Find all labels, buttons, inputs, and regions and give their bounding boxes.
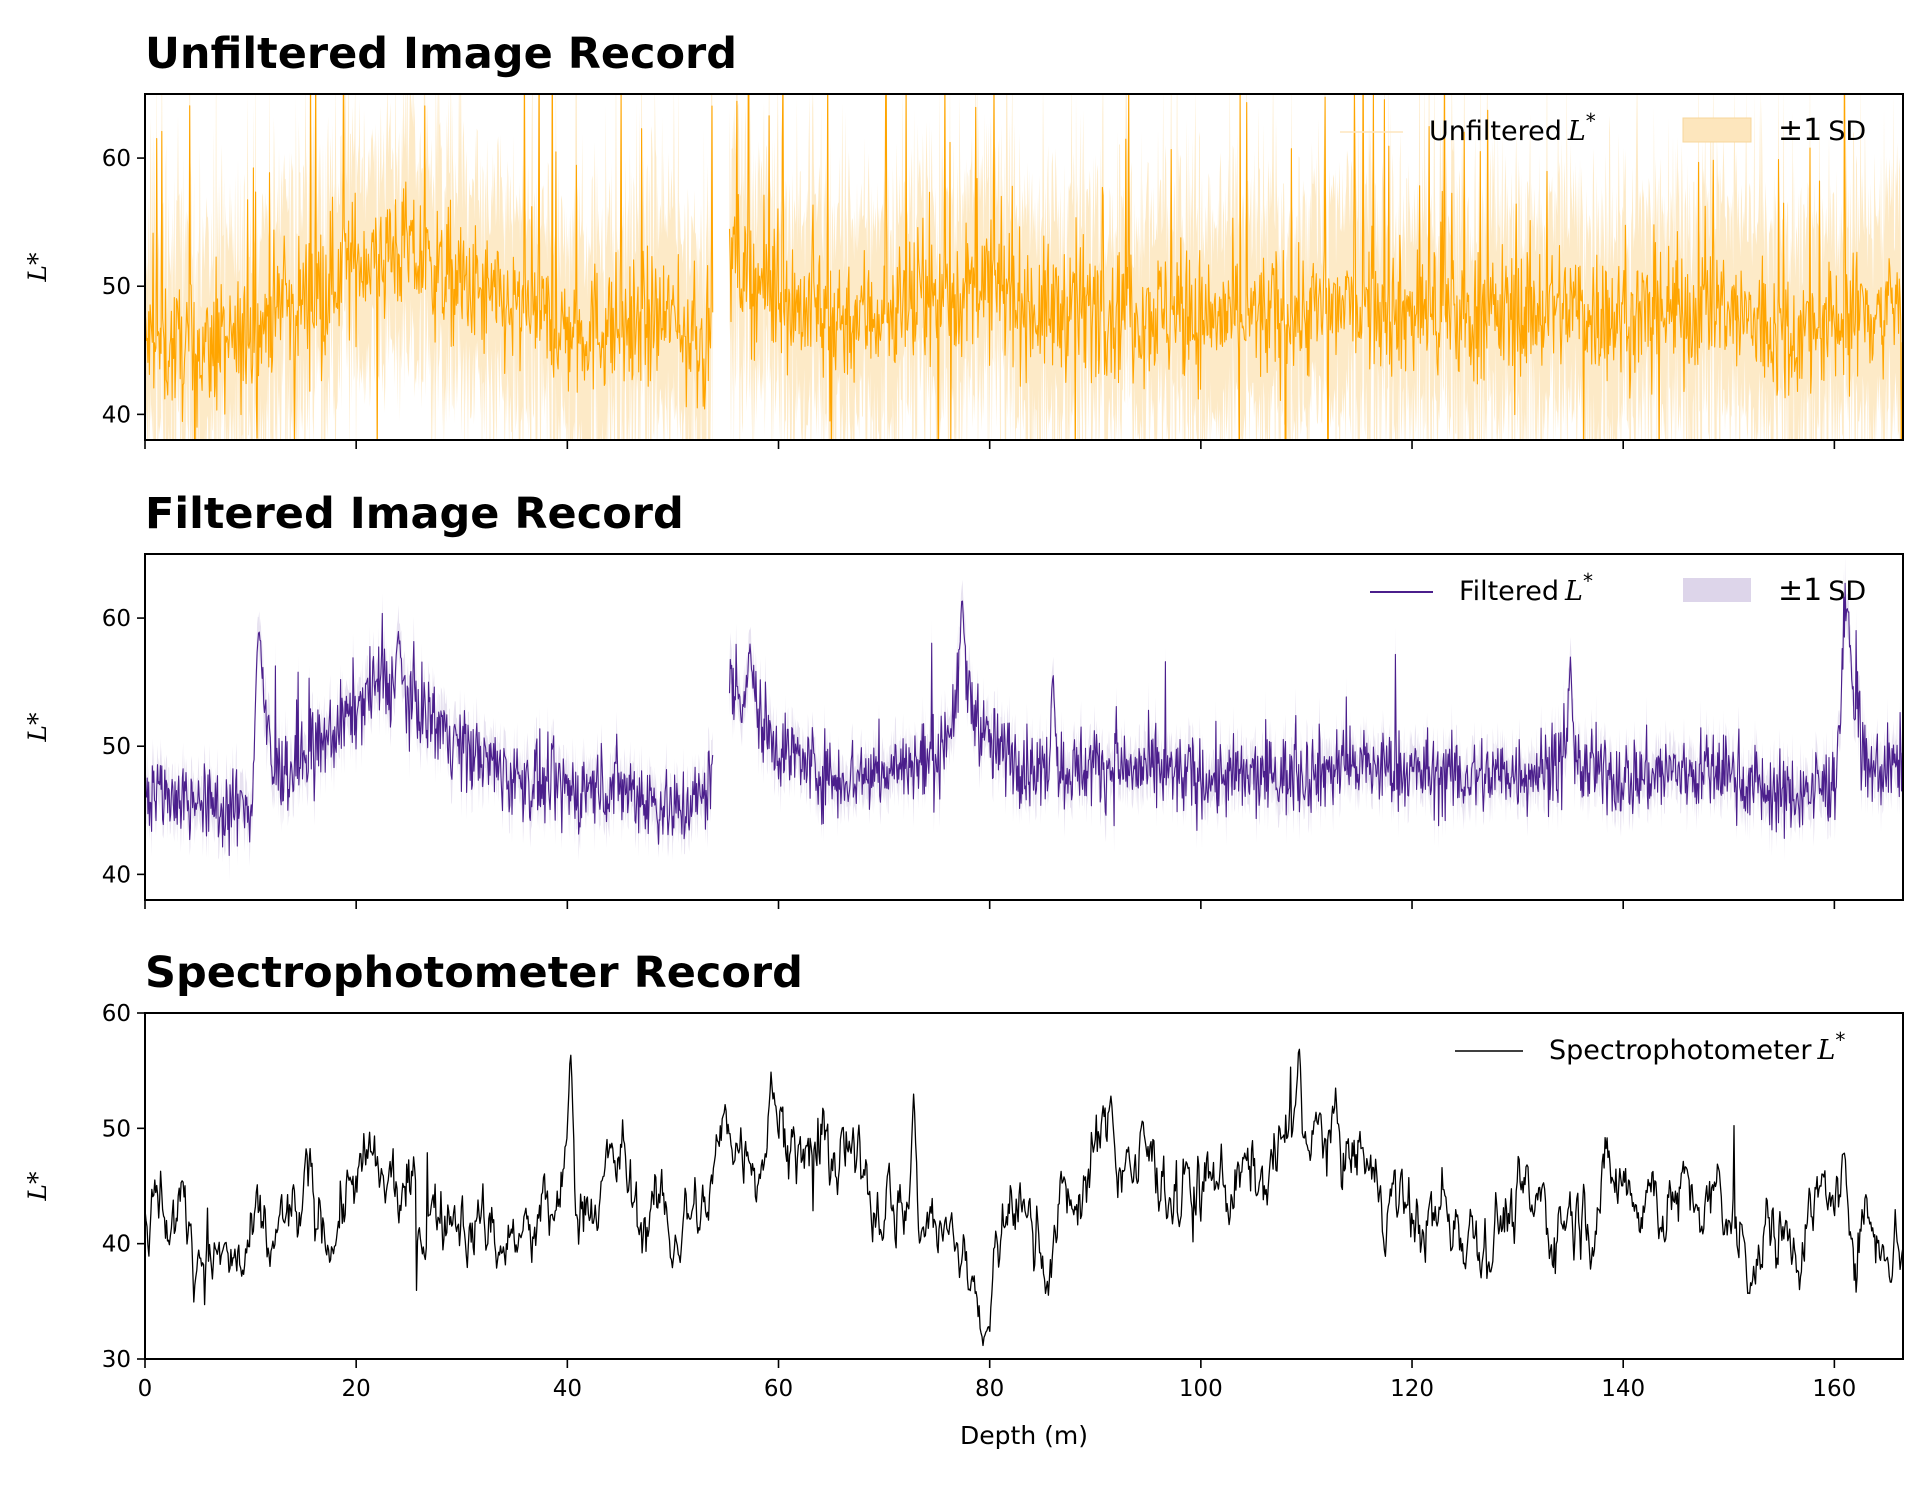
sd-band xyxy=(729,94,1903,440)
panel-2: Filtered Image Record 40 50 60 L* Filtered L* ±… xyxy=(23,489,1904,909)
axes-frame xyxy=(144,1012,1904,1360)
x-tick-label: 100 xyxy=(1179,1376,1223,1402)
panel-1: Unfiltered Image Record 40 50 60 L* Unfiltere… xyxy=(23,29,1904,449)
y-tick-label: 30 xyxy=(102,1347,131,1373)
y-tick-label: 60 xyxy=(102,146,131,172)
y-tick-label: 40 xyxy=(102,1232,131,1258)
plot-area xyxy=(145,556,1903,882)
y-axis-label: L* xyxy=(23,712,52,743)
legend-line-label: Spectrophotometer L* xyxy=(1549,1028,1845,1066)
series-line xyxy=(145,94,1903,440)
legend-band-swatch xyxy=(1682,117,1752,143)
y-tick-label: 50 xyxy=(102,1116,131,1142)
plot-area xyxy=(145,1048,1903,1347)
y-tick-label: 50 xyxy=(102,734,131,760)
legend: Unfiltered L* ±1 SD xyxy=(1340,109,1866,148)
sd-band xyxy=(145,94,713,440)
legend-band-swatch xyxy=(1683,578,1751,602)
x-tick-label: 40 xyxy=(553,1376,582,1402)
axes-frame xyxy=(144,93,1904,441)
plot-area xyxy=(145,94,1903,440)
y-tick-label: 60 xyxy=(102,606,131,632)
x-tick-label: 160 xyxy=(1812,1376,1856,1402)
y-tick-label: 40 xyxy=(102,862,131,888)
panel-title: Unfiltered Image Record xyxy=(145,29,737,79)
x-tick-label: 80 xyxy=(975,1376,1004,1402)
y-axis-label: L* xyxy=(23,252,52,283)
x-tick-label: 60 xyxy=(764,1376,793,1402)
legend-band-label: ±1 SD xyxy=(1778,573,1866,608)
legend-line-label: Filtered L* xyxy=(1459,569,1593,607)
series-line xyxy=(145,582,1903,857)
panel-title: Spectrophotometer Record xyxy=(145,948,803,998)
legend-band-label: ±1 SD xyxy=(1778,113,1866,148)
x-tick-label: 20 xyxy=(342,1376,371,1402)
legend-line-label: Unfiltered L* xyxy=(1429,109,1596,147)
y-tick-label: 40 xyxy=(102,402,131,428)
panel-3: Spectrophotometer Record 30 40 50 60 0 20 40 60 8… xyxy=(23,948,1904,1450)
y-axis-label: L* xyxy=(23,1171,52,1202)
legend: Spectrophotometer L* xyxy=(1455,1028,1845,1066)
x-tick-label: 140 xyxy=(1601,1376,1645,1402)
x-tick-label: 120 xyxy=(1390,1376,1434,1402)
legend: Filtered L* ±1 SD xyxy=(1370,569,1866,608)
axes-frame xyxy=(144,553,1904,901)
series-line xyxy=(145,1048,1903,1347)
sd-band xyxy=(145,593,713,882)
panel-title: Filtered Image Record xyxy=(145,489,684,539)
x-tick-label: 0 xyxy=(138,1376,153,1402)
y-tick-label: 50 xyxy=(102,274,131,300)
y-tick-label: 60 xyxy=(102,1001,131,1027)
x-axis-label: Depth (m) xyxy=(960,1421,1088,1450)
